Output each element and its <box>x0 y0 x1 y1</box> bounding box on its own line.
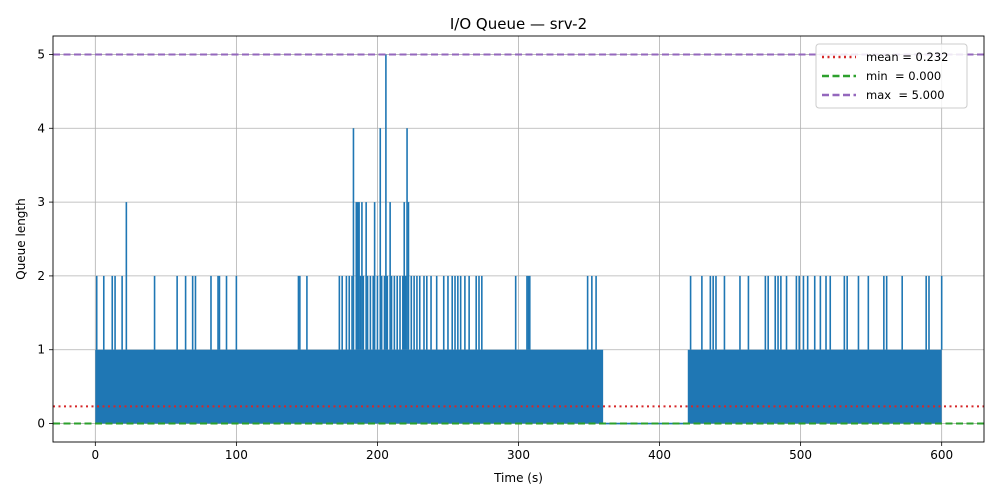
legend-label: min = 0.000 <box>866 69 941 83</box>
x-tick-label: 300 <box>507 448 530 462</box>
chart-title: I/O Queue — srv-2 <box>450 15 587 33</box>
y-axis-title: Queue length <box>14 198 28 280</box>
x-tick-label: 400 <box>648 448 671 462</box>
series-active-band <box>687 349 942 424</box>
y-tick-label: 3 <box>37 195 45 209</box>
reference-lines <box>53 53 984 425</box>
x-tick-label: 200 <box>366 448 389 462</box>
x-tick-label: 100 <box>225 448 248 462</box>
series-active-band <box>95 349 604 424</box>
legend: mean = 0.232 min = 0.000 max = 5.000 <box>815 43 968 109</box>
y-tick-label: 0 <box>37 417 45 431</box>
x-tick-label: 0 <box>91 448 99 462</box>
series-layer <box>95 54 943 425</box>
x-axis: 0 100 200 300 400 500 600 <box>91 442 953 462</box>
x-tick-label: 500 <box>789 448 812 462</box>
x-axis-title: Time (s) <box>493 471 543 485</box>
y-tick-label: 4 <box>37 121 45 135</box>
y-tick-label: 1 <box>37 343 45 357</box>
y-axis: 0 1 2 3 4 5 <box>37 47 53 431</box>
legend-label: mean = 0.232 <box>866 50 948 64</box>
legend-box <box>815 43 968 109</box>
y-tick-label: 2 <box>37 269 45 283</box>
x-tick-label: 600 <box>930 448 953 462</box>
y-tick-label: 5 <box>37 47 45 61</box>
legend-label: max = 5.000 <box>866 88 945 102</box>
